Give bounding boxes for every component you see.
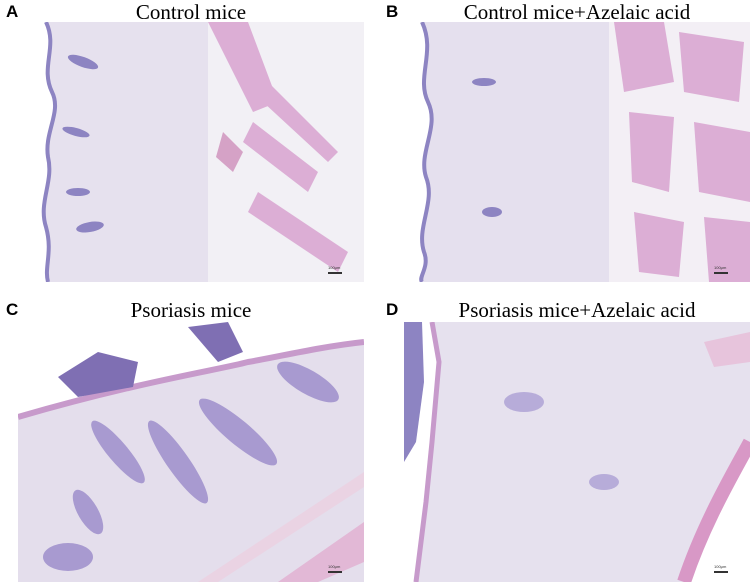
panel-letter: B bbox=[386, 2, 399, 21]
histology-image bbox=[18, 22, 364, 282]
scale-bar bbox=[714, 272, 728, 274]
scale-bar bbox=[328, 571, 342, 573]
panel-title: Control mice+Azelaic acid bbox=[463, 0, 691, 24]
histology-image bbox=[404, 22, 750, 282]
panel-title: Control mice bbox=[135, 0, 247, 24]
panel-letter: A bbox=[6, 2, 19, 21]
panel-letter: C bbox=[6, 300, 19, 319]
histology-image bbox=[404, 322, 750, 582]
panel-title: Psoriasis mice bbox=[130, 298, 252, 322]
scale-label: 100μm bbox=[714, 265, 727, 270]
panel-letter: D bbox=[386, 300, 399, 319]
scale-bar bbox=[328, 272, 342, 274]
panel-title: Psoriasis mice+Azelaic acid bbox=[458, 298, 696, 322]
histology-image bbox=[18, 322, 364, 582]
scale-bar bbox=[714, 571, 728, 573]
scale-label: 100μm bbox=[328, 265, 341, 270]
scale-label: 100μm bbox=[328, 564, 341, 569]
scale-label: 100μm bbox=[714, 564, 727, 569]
